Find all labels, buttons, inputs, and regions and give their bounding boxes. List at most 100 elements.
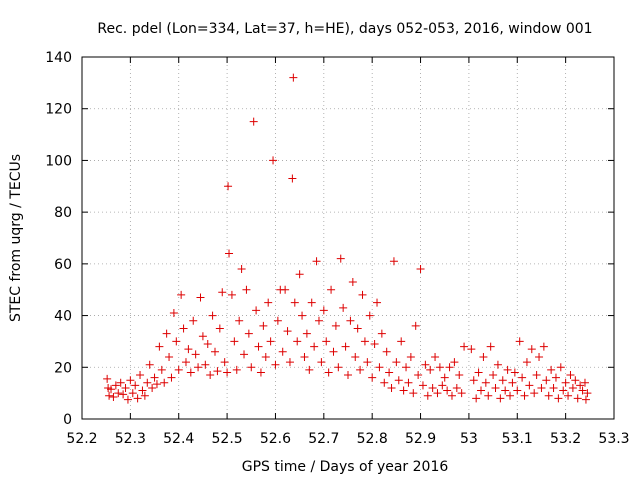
data-point-marker xyxy=(508,378,517,387)
y-tick-label: 60 xyxy=(54,257,72,273)
data-point-marker xyxy=(107,385,116,394)
data-point-marker xyxy=(370,340,379,349)
data-point-marker xyxy=(389,257,398,266)
data-point-marker xyxy=(206,371,215,380)
data-point-marker xyxy=(252,306,261,315)
data-point-marker xyxy=(537,383,546,392)
x-tick-label: 52.3 xyxy=(115,431,146,447)
data-point-marker xyxy=(474,368,483,377)
data-point-marker xyxy=(155,342,164,351)
data-point-marker xyxy=(539,342,548,351)
data-point-marker xyxy=(194,363,203,372)
data-point-marker xyxy=(506,391,515,400)
data-point-marker xyxy=(334,363,343,372)
data-point-marker xyxy=(515,337,524,346)
data-point-marker xyxy=(535,352,544,361)
data-point-marker xyxy=(404,378,413,387)
data-point-marker xyxy=(264,298,273,307)
data-point-marker xyxy=(145,360,154,369)
data-point-marker xyxy=(438,381,447,390)
data-point-marker xyxy=(344,371,352,380)
data-point-marker xyxy=(356,365,365,374)
data-point-marker xyxy=(177,290,186,299)
y-tick-label: 80 xyxy=(54,205,72,221)
data-point-marker xyxy=(566,371,575,380)
data-point-marker xyxy=(213,367,222,376)
data-point-marker xyxy=(329,347,338,356)
data-point-marker xyxy=(224,182,233,191)
data-point-marker xyxy=(426,365,435,374)
x-tick-label: 52.8 xyxy=(357,431,388,447)
data-point-marker xyxy=(450,358,459,367)
plot-frame xyxy=(81,56,615,420)
data-point-marker xyxy=(551,373,560,382)
data-point-marker xyxy=(290,298,299,307)
data-point-marker xyxy=(215,324,224,333)
data-point-marker xyxy=(353,324,362,333)
data-point-marker xyxy=(256,368,265,377)
data-point-marker xyxy=(196,293,205,302)
data-point-marker xyxy=(165,352,174,361)
data-point-marker xyxy=(288,174,297,183)
grid-layer xyxy=(82,57,614,419)
data-point-marker xyxy=(402,363,411,372)
data-point-marker xyxy=(103,374,112,383)
data-point-marker xyxy=(123,395,132,404)
data-point-marker xyxy=(114,389,123,398)
data-point-marker xyxy=(295,270,304,279)
data-point-marker xyxy=(547,365,556,374)
data-point-marker xyxy=(440,373,449,382)
data-point-marker xyxy=(273,316,282,325)
data-point-marker xyxy=(571,376,580,385)
data-point-marker xyxy=(493,360,502,369)
data-point-marker xyxy=(232,365,241,374)
data-point-marker xyxy=(564,391,573,400)
data-point-marker xyxy=(414,371,423,380)
data-point-marker xyxy=(174,365,183,374)
y-tick-label: 0 xyxy=(63,412,72,428)
data-point-marker xyxy=(179,324,188,333)
data-point-marker xyxy=(186,368,195,377)
x-tick-label: 52.4 xyxy=(163,431,194,447)
data-point-marker xyxy=(128,389,137,398)
data-point-marker xyxy=(189,316,198,325)
data-point-marker xyxy=(373,298,382,307)
data-point-marker xyxy=(418,381,427,390)
data-point-marker xyxy=(111,381,120,390)
data-point-marker xyxy=(489,371,498,380)
data-point-marker xyxy=(423,391,432,400)
data-point-marker xyxy=(491,383,500,392)
data-point-marker xyxy=(532,371,541,380)
data-point-marker xyxy=(455,371,464,380)
data-point-marker xyxy=(167,373,176,382)
data-point-marker xyxy=(469,376,478,385)
data-point-marker xyxy=(527,345,536,354)
data-point-marker xyxy=(317,358,326,367)
data-point-marker xyxy=(387,383,396,392)
data-point-marker xyxy=(283,327,292,336)
data-point-marker xyxy=(285,358,294,367)
data-point-marker xyxy=(433,389,442,398)
data-point-marker xyxy=(150,373,159,382)
data-point-marker xyxy=(498,376,507,385)
data-point-marker xyxy=(542,376,551,385)
data-point-marker xyxy=(445,363,454,372)
points-layer xyxy=(103,73,592,404)
data-point-marker xyxy=(208,311,217,320)
data-point-marker xyxy=(240,350,249,359)
data-point-marker xyxy=(322,337,331,346)
data-point-marker xyxy=(225,249,234,258)
data-point-marker xyxy=(416,265,425,274)
data-point-marker xyxy=(341,342,350,351)
data-point-marker xyxy=(431,352,440,361)
data-point-marker xyxy=(140,391,149,400)
data-point-marker xyxy=(105,391,114,400)
data-point-marker xyxy=(351,352,360,361)
data-point-marker xyxy=(368,373,377,382)
data-point-marker xyxy=(510,368,519,377)
data-point-marker xyxy=(259,321,268,330)
data-point-marker xyxy=(385,368,394,377)
data-point-marker xyxy=(380,378,389,387)
data-point-marker xyxy=(409,389,418,398)
y-axis-label: STEC from uqrg / TECUs xyxy=(8,154,24,322)
